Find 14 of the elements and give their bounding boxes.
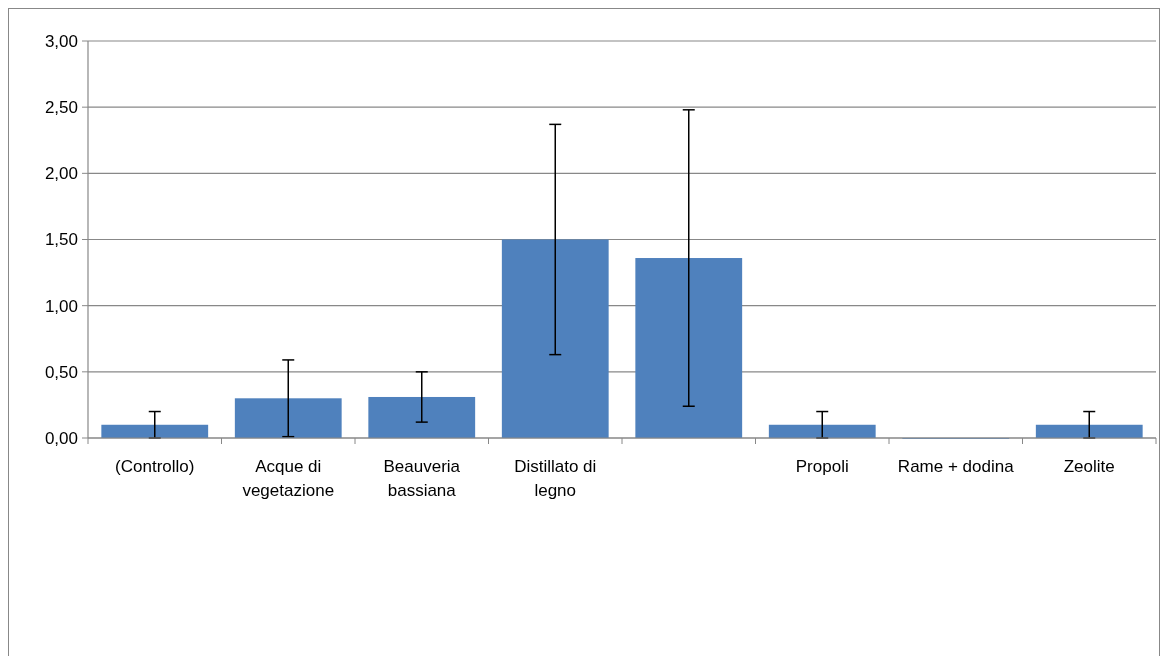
x-tick-label: Distillato di legno	[514, 457, 597, 500]
x-tick-label: Acque di vegetazione	[242, 457, 335, 500]
x-tick-label: (Controllo)	[115, 457, 195, 476]
y-tick-label: 3,00	[44, 31, 78, 51]
x-tick-label: Rame + dodina	[897, 457, 1015, 476]
y-tick-label: 1,00	[44, 296, 78, 316]
y-tick-label: 1,50	[44, 230, 78, 250]
x-tick-label: Zeolite	[1063, 457, 1115, 476]
y-tick-label: 0,00	[44, 428, 78, 448]
y-tick-label: 2,00	[44, 164, 78, 184]
y-tick-label: 2,50	[44, 98, 78, 118]
x-tick-label: Propoli	[795, 457, 849, 476]
y-tick-label: 0,50	[44, 362, 78, 382]
x-tick-label: Beauveria bassiana	[383, 457, 461, 500]
